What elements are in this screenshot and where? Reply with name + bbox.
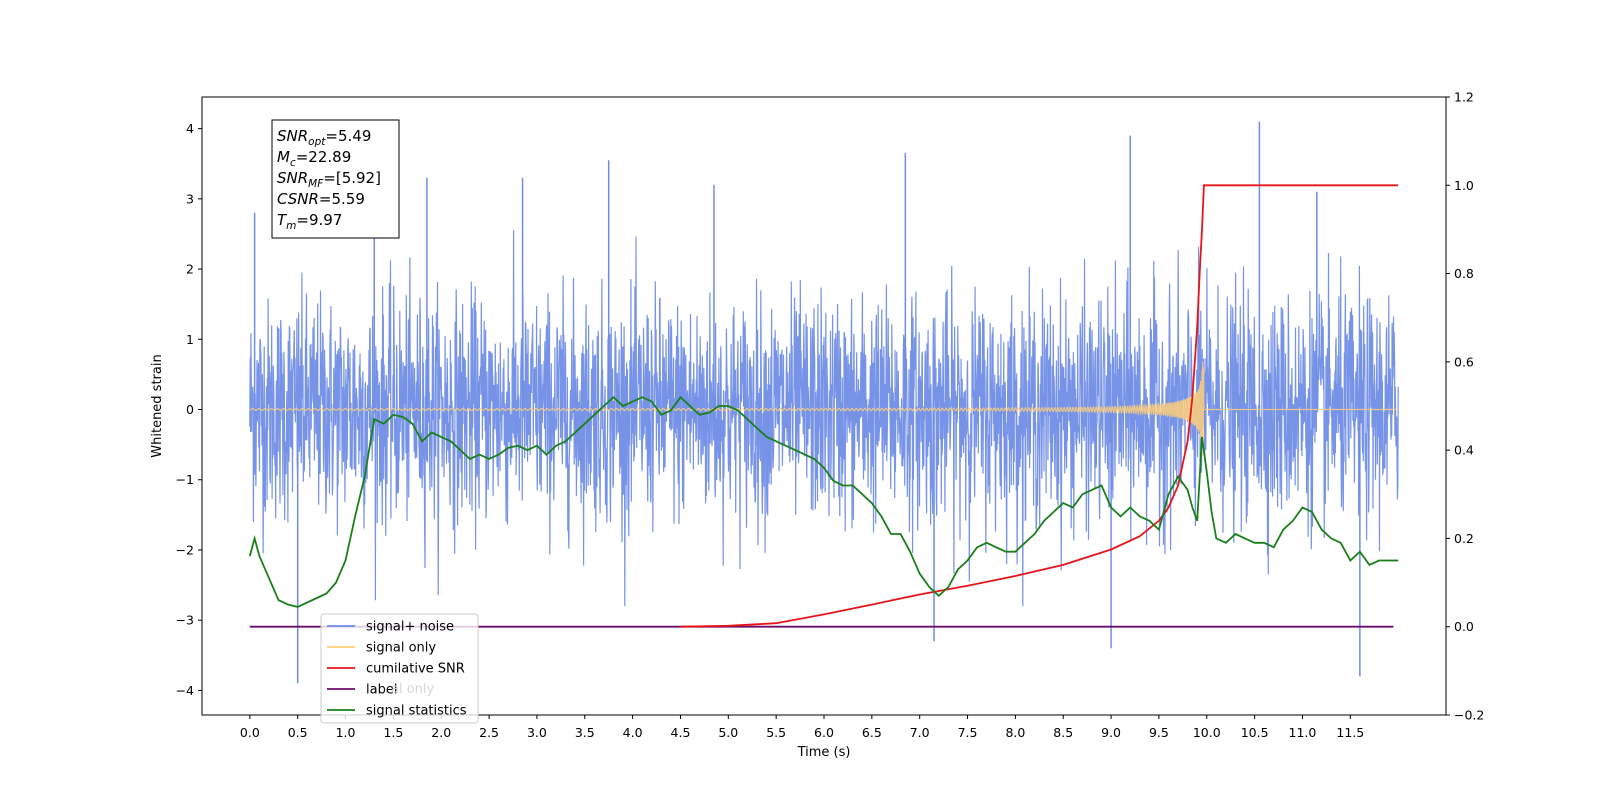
x-tick-label: 5.5: [766, 725, 786, 740]
x-tick-label: 1.5: [383, 725, 403, 740]
x-tick-label: 3.0: [527, 725, 547, 740]
x-tick-label: 6.5: [862, 725, 882, 740]
x-tick-label: 7.5: [958, 725, 978, 740]
y-tick-label: −2: [176, 542, 194, 557]
x-axis-label: Time (s): [797, 745, 851, 760]
y-tick-label: 3: [186, 191, 194, 206]
legend-label: label: [366, 683, 397, 698]
series-signal-only-line: [249, 361, 1399, 456]
x-tick-label: 3.5: [575, 725, 595, 740]
y-axis-right: 1.2 1.0 0.8 0.6 0.4 0.2 0.0 −0.2: [1446, 90, 1484, 723]
x-tick-label: 8.0: [1005, 725, 1025, 740]
annotation-frame: [271, 119, 400, 239]
legend-frame: [320, 613, 479, 724]
annotation-line: SNRopt=5.49: [277, 127, 371, 148]
y-axis-label: Whitened strain: [150, 354, 165, 457]
x-tick-label: 4.5: [671, 725, 691, 740]
x-tick-label: 0.5: [288, 725, 308, 740]
x-tick-label: 9.0: [1101, 725, 1121, 740]
y-tick-label: −1: [176, 472, 194, 487]
annotation-line: Mc=22.89: [277, 148, 351, 169]
annotation-line: SNRMF=[5.92]: [277, 169, 381, 190]
x-tick-label: 1.0: [336, 725, 356, 740]
legend-label: cumilative SNR: [366, 662, 465, 677]
series-signal-noise-line: [249, 230, 1399, 607]
y2-tick-label: 0.8: [1454, 266, 1474, 281]
x-axis: 0.0 0.5 1.0 1.5 2.0 2.5 3.0 3.5 4.0 4.5 5.0 5.5 6.0 6…: [240, 715, 1364, 740]
x-tick-label: 2.5: [479, 725, 499, 740]
series-cumulative-snr-line: [680, 184, 1399, 628]
x-tick-label: 11.0: [1289, 725, 1317, 740]
x-tick-label: 10.0: [1193, 725, 1221, 740]
y-axis-left: 4 3 2 1 0 −1 −2 −3 −4: [176, 121, 202, 698]
y-tick-label: 0: [186, 402, 194, 417]
y2-tick-label: 1.0: [1454, 178, 1474, 193]
y-tick-label: 2: [186, 262, 194, 277]
y-tick-label: −4: [176, 683, 194, 698]
x-tick-label: 6.0: [814, 725, 834, 740]
x-tick-label: 4.0: [623, 725, 643, 740]
y2-tick-label: 1.2: [1454, 90, 1474, 105]
legend-label: signal only: [366, 641, 436, 656]
annotation-line: Tm=9.97: [277, 211, 342, 232]
legend-ghost-label: al only: [391, 682, 435, 697]
x-tick-label: 8.5: [1053, 725, 1073, 740]
legend-label: signal statistics: [366, 704, 467, 719]
legend-label: signal+ noise: [366, 620, 454, 635]
x-tick-label: 10.5: [1241, 725, 1269, 740]
x-tick-label: 0.0: [240, 725, 260, 740]
series-signal-statistics-line: [248, 395, 1399, 608]
y2-tick-label: −0.2: [1454, 708, 1484, 723]
annotation-line: CSNR=5.59: [277, 190, 365, 208]
annotation-box: SNRopt=5.49Mc=22.89SNRMF=[5.92]CSNR=5.59…: [271, 119, 400, 239]
x-tick-label: 7.0: [910, 725, 930, 740]
y-tick-label: 1: [186, 332, 194, 347]
y-tick-label: −3: [176, 613, 194, 628]
y2-tick-label: 0.4: [1454, 443, 1474, 458]
series-layer: [248, 121, 1399, 684]
y-tick-label: 4: [186, 121, 194, 136]
y2-tick-label: 0.2: [1454, 531, 1474, 546]
x-tick-label: 11.5: [1336, 725, 1364, 740]
y2-tick-label: 0.0: [1454, 619, 1474, 634]
x-tick-label: 9.5: [1149, 725, 1169, 740]
x-tick-label: 5.0: [718, 725, 738, 740]
y2-tick-label: 0.6: [1454, 354, 1474, 369]
x-tick-label: 2.0: [431, 725, 451, 740]
legend: signal+ noise signal only cumilative SNR la…: [320, 613, 479, 724]
